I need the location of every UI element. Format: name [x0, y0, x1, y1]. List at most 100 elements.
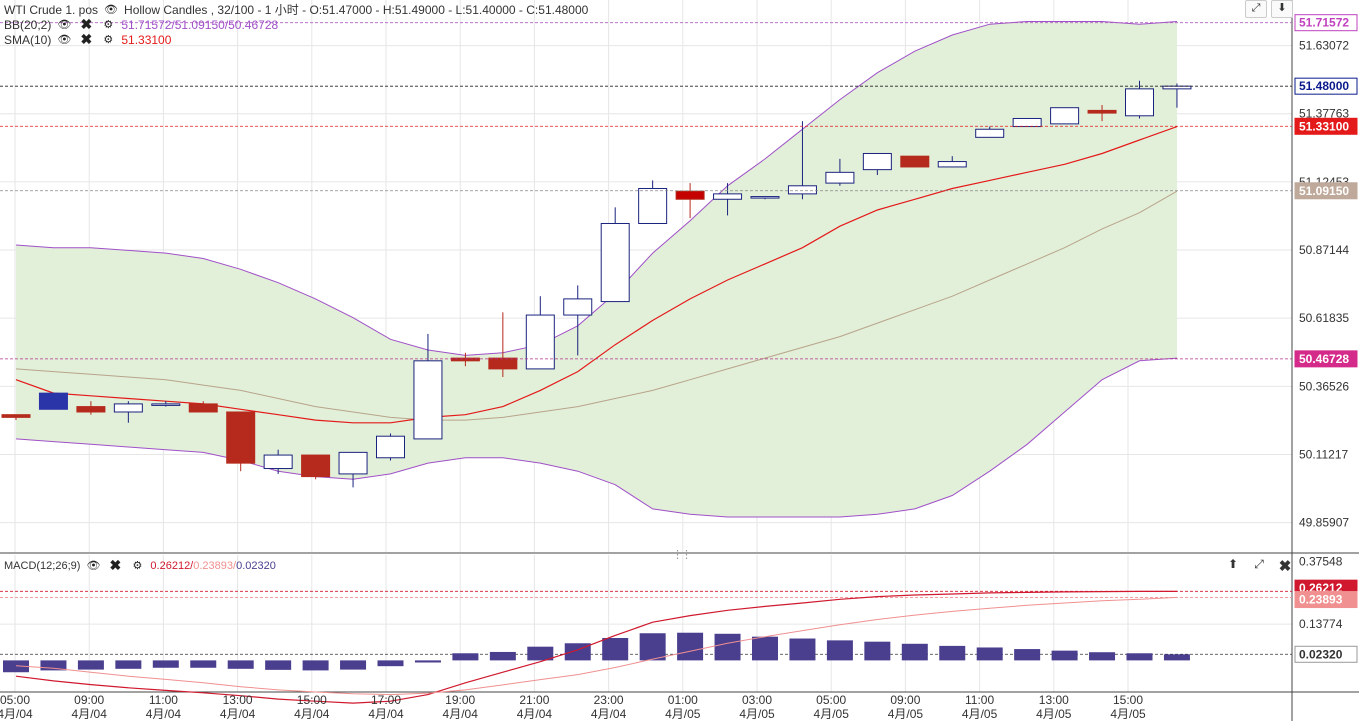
macd-bar[interactable]	[789, 638, 816, 661]
candle[interactable]	[525, 296, 555, 370]
candle[interactable]	[937, 156, 967, 168]
close-icon[interactable]: ✖	[80, 31, 93, 47]
candle[interactable]	[338, 451, 368, 488]
candle-body[interactable]	[638, 187, 668, 224]
macd-bar[interactable]	[452, 653, 479, 661]
macd-bar[interactable]	[527, 646, 554, 661]
macd-bar[interactable]	[152, 660, 179, 668]
candle-body[interactable]	[76, 406, 106, 413]
candle-body[interactable]	[713, 193, 743, 200]
candle-body[interactable]	[1, 414, 31, 418]
candle[interactable]	[488, 312, 518, 377]
gear-icon[interactable]: ⚙	[103, 19, 114, 31]
candle[interactable]	[38, 392, 68, 410]
macd-bar[interactable]	[901, 643, 928, 661]
candle-body[interactable]	[787, 185, 817, 195]
arrow-up-icon[interactable]: ⬆	[1227, 557, 1239, 571]
candle[interactable]	[226, 411, 256, 472]
macd-bar[interactable]	[1014, 649, 1041, 661]
candle[interactable]	[376, 433, 405, 461]
candle-body[interactable]	[113, 403, 143, 413]
candle-body[interactable]	[600, 222, 630, 303]
candle[interactable]	[263, 449, 293, 474]
candle[interactable]	[413, 333, 443, 440]
macd-bar[interactable]	[714, 633, 741, 661]
candle-body[interactable]	[1162, 85, 1192, 90]
macd-bar[interactable]	[1089, 652, 1116, 661]
candle[interactable]	[975, 126, 1005, 138]
macd-bar[interactable]	[377, 660, 404, 667]
candle[interactable]	[1087, 105, 1117, 122]
macd-bar[interactable]	[1163, 654, 1190, 661]
candle[interactable]	[600, 207, 630, 303]
candle[interactable]	[713, 183, 743, 216]
macd-bar[interactable]	[864, 641, 891, 661]
candle[interactable]	[825, 158, 855, 186]
macd-bar[interactable]	[1051, 650, 1078, 661]
candle-body[interactable]	[488, 357, 518, 370]
close-icon[interactable]: ✖	[109, 557, 122, 573]
candle-body[interactable]	[525, 314, 555, 370]
candle[interactable]	[301, 454, 331, 480]
candle[interactable]	[450, 352, 480, 367]
close-icon[interactable]: ✖	[80, 16, 93, 32]
gear-icon[interactable]: ⚙	[132, 560, 143, 572]
candle-body[interactable]	[975, 128, 1005, 138]
macd-bar[interactable]	[976, 647, 1003, 661]
macd-bar[interactable]	[414, 660, 441, 663]
macd-bar[interactable]	[115, 660, 142, 669]
candle[interactable]	[1, 414, 31, 421]
macd-bar[interactable]	[3, 660, 29, 673]
eye-icon[interactable]: 👁	[57, 19, 72, 31]
macd-bar[interactable]	[826, 640, 853, 661]
candle-body[interactable]	[937, 161, 967, 168]
candle-body[interactable]	[226, 411, 256, 464]
candle-body[interactable]	[862, 152, 892, 171]
candle[interactable]	[76, 401, 106, 415]
macd-bar[interactable]	[190, 660, 217, 668]
expand-icon[interactable]: ⤢	[1245, 0, 1267, 18]
candle-body[interactable]	[900, 155, 930, 168]
candle[interactable]	[750, 196, 780, 200]
eye-icon[interactable]: 👁	[86, 560, 101, 572]
arrow-down-icon[interactable]: ⬇	[1271, 0, 1293, 18]
macd-bar[interactable]	[939, 645, 966, 661]
macd-bar[interactable]	[77, 660, 104, 670]
candle-body[interactable]	[38, 392, 68, 410]
candle[interactable]	[900, 155, 930, 168]
candle-body[interactable]	[563, 298, 593, 316]
candle[interactable]	[638, 180, 668, 224]
pane-resize-handle[interactable]: ⋮⋮	[672, 549, 692, 561]
gear-icon[interactable]: ⚙	[103, 34, 114, 46]
candle-body[interactable]	[151, 403, 181, 406]
macd-bar[interactable]	[340, 660, 367, 670]
macd-bar[interactable]	[227, 660, 254, 669]
macd-bar[interactable]	[752, 636, 778, 661]
candle-body[interactable]	[1050, 107, 1080, 125]
candle-body[interactable]	[338, 451, 368, 475]
macd-bar[interactable]	[265, 660, 292, 670]
candle-body[interactable]	[376, 435, 405, 459]
expand-icon[interactable]: ⤢	[1254, 557, 1264, 571]
macd-bar[interactable]	[602, 637, 629, 661]
candle-body[interactable]	[301, 454, 331, 478]
close-icon[interactable]: ✖	[1278, 558, 1292, 575]
candle-body[interactable]	[1087, 109, 1117, 114]
eye-icon[interactable]: 👁	[57, 34, 72, 46]
candle-body[interactable]	[450, 357, 480, 362]
candle-body[interactable]	[188, 403, 218, 413]
macd-bar[interactable]	[489, 651, 516, 661]
macd-bar[interactable]	[1126, 653, 1153, 661]
macd-bar[interactable]	[677, 632, 704, 661]
candle-body[interactable]	[1012, 117, 1042, 128]
candle[interactable]	[151, 401, 181, 407]
candle[interactable]	[1012, 117, 1042, 128]
macd-bar[interactable]	[302, 660, 329, 671]
candle-body[interactable]	[825, 171, 855, 184]
candle[interactable]	[563, 285, 593, 356]
candle-body[interactable]	[413, 360, 443, 440]
candle[interactable]	[113, 401, 143, 423]
candle-body[interactable]	[750, 196, 780, 199]
candle-body[interactable]	[675, 190, 705, 200]
